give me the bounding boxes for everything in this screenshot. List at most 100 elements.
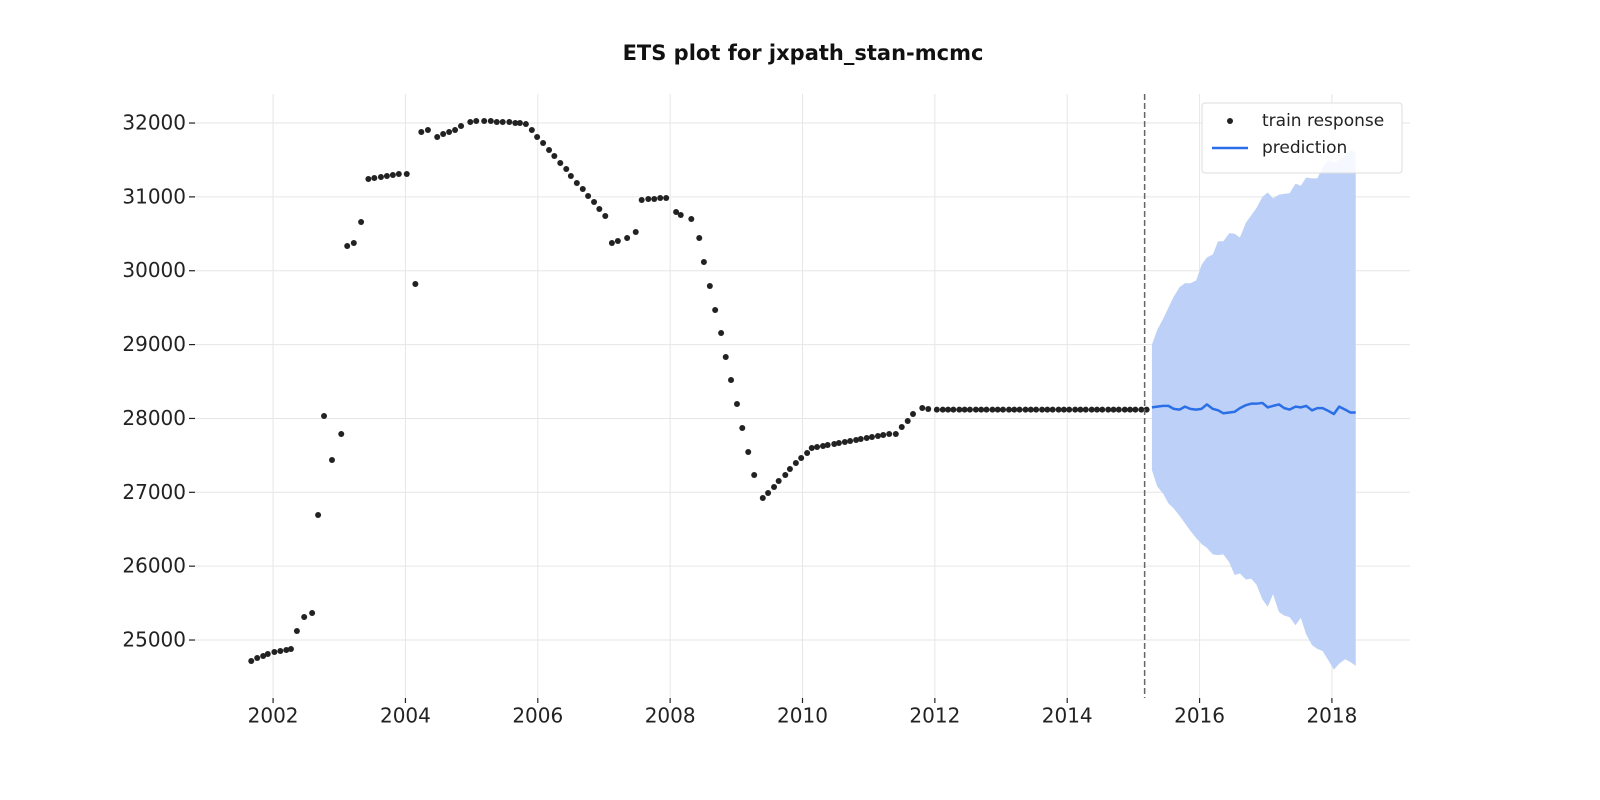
train-point	[722, 354, 729, 361]
train-point	[939, 406, 946, 413]
train-point	[759, 494, 766, 501]
train-point	[1027, 406, 1034, 413]
train-point	[898, 424, 905, 431]
train-point	[264, 650, 271, 657]
legend-label: train response	[1262, 111, 1384, 131]
y-tick-label: 27000	[122, 480, 186, 504]
train-point	[978, 406, 985, 413]
train-point	[1000, 406, 1007, 413]
train-point	[377, 174, 384, 181]
train-point	[1115, 406, 1122, 413]
train-point	[771, 483, 778, 490]
train-point	[728, 377, 735, 384]
x-tick-label: 2006	[512, 704, 563, 728]
train-point	[338, 431, 345, 438]
train-point	[260, 652, 267, 659]
prediction-interval	[1151, 149, 1356, 670]
train-point	[493, 118, 500, 125]
train-point	[309, 609, 316, 616]
train-point	[371, 175, 378, 182]
train-point	[573, 179, 580, 186]
train-point	[358, 218, 365, 225]
train-point	[424, 127, 431, 134]
train-point	[910, 411, 917, 418]
train-point	[700, 259, 707, 266]
train-point	[820, 443, 827, 450]
x-tick-label: 2012	[909, 704, 960, 728]
train-point	[596, 205, 603, 212]
legend-marker	[1227, 118, 1233, 124]
train-point	[1072, 406, 1079, 413]
train-point	[835, 440, 842, 447]
train-point	[487, 118, 494, 125]
x-tick-label: 2002	[248, 704, 299, 728]
train-point	[395, 170, 402, 177]
train-point	[786, 466, 793, 473]
train-point	[608, 240, 615, 247]
train-point	[293, 628, 300, 635]
train-point	[645, 196, 652, 203]
train-point	[632, 229, 639, 236]
x-tick-label: 2008	[645, 704, 696, 728]
train-point	[563, 166, 570, 173]
train-point	[287, 645, 294, 652]
y-tick-label: 32000	[122, 111, 186, 135]
y-tick-label: 29000	[122, 332, 186, 356]
train-point	[499, 118, 506, 125]
train-point	[283, 646, 290, 653]
legend-label: prediction	[1262, 138, 1347, 158]
train-point	[546, 147, 553, 154]
train-point	[467, 118, 474, 125]
x-tick-label: 2004	[380, 704, 431, 728]
train-point	[512, 120, 519, 127]
train-point	[868, 433, 875, 440]
train-point	[718, 330, 725, 337]
train-point	[248, 657, 255, 664]
train-point	[961, 406, 968, 413]
train-point	[446, 129, 453, 136]
train-point	[950, 406, 957, 413]
train-point	[344, 242, 351, 249]
train-point	[775, 478, 782, 485]
train-point	[506, 118, 513, 125]
train-point	[739, 424, 746, 431]
train-point	[522, 121, 529, 128]
y-tick-label: 31000	[122, 184, 186, 208]
train-point	[1016, 406, 1023, 413]
train-point	[350, 240, 357, 247]
train-point	[271, 648, 278, 655]
train-point	[389, 172, 396, 179]
train-point	[831, 441, 838, 448]
train-point	[657, 194, 664, 201]
train-point	[892, 431, 899, 438]
train-point	[904, 418, 911, 425]
train-point	[1088, 406, 1095, 413]
train-point	[585, 192, 592, 199]
train-point	[677, 212, 684, 219]
train-point	[751, 472, 758, 479]
train-point	[814, 444, 821, 451]
train-point	[651, 196, 658, 203]
train-point	[1138, 406, 1145, 413]
train-point	[956, 406, 963, 413]
train-point	[994, 406, 1001, 413]
train-point	[602, 213, 609, 220]
train-point	[853, 437, 860, 444]
train-point	[614, 238, 621, 245]
train-point	[847, 437, 854, 444]
y-tick-label: 28000	[122, 406, 186, 430]
train-point	[1127, 406, 1134, 413]
train-point	[808, 444, 815, 451]
train-point	[452, 127, 459, 134]
train-point	[857, 435, 864, 442]
x-tick-label: 2010	[777, 704, 828, 728]
train-point	[782, 472, 789, 479]
train-point	[1066, 406, 1073, 413]
train-point	[403, 170, 410, 177]
train-point	[1044, 406, 1051, 413]
train-point	[277, 647, 284, 654]
chart-title: ETS plot for jxpath_stan-mcmc	[623, 41, 984, 65]
y-tick-label: 25000	[122, 628, 186, 652]
train-point	[528, 127, 535, 134]
train-point	[765, 490, 772, 497]
